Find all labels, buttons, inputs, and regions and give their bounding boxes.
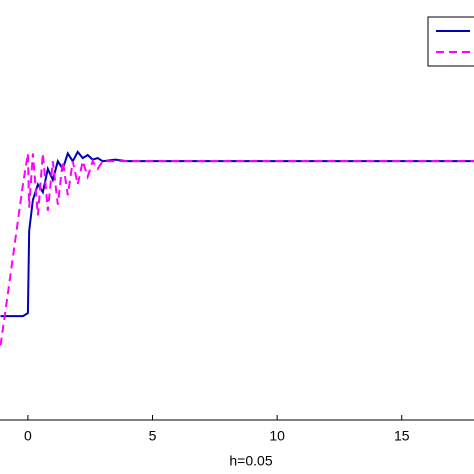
x-tick-label: 0 — [24, 428, 32, 444]
x-tick-label: 15 — [394, 428, 410, 444]
series-line — [0, 150, 474, 318]
x-tick-label: 5 — [149, 428, 157, 444]
legend — [427, 16, 474, 67]
x-axis-label: h=0.05 — [229, 453, 272, 469]
series-line — [0, 153, 474, 346]
x-tick-label: 10 — [269, 428, 285, 444]
